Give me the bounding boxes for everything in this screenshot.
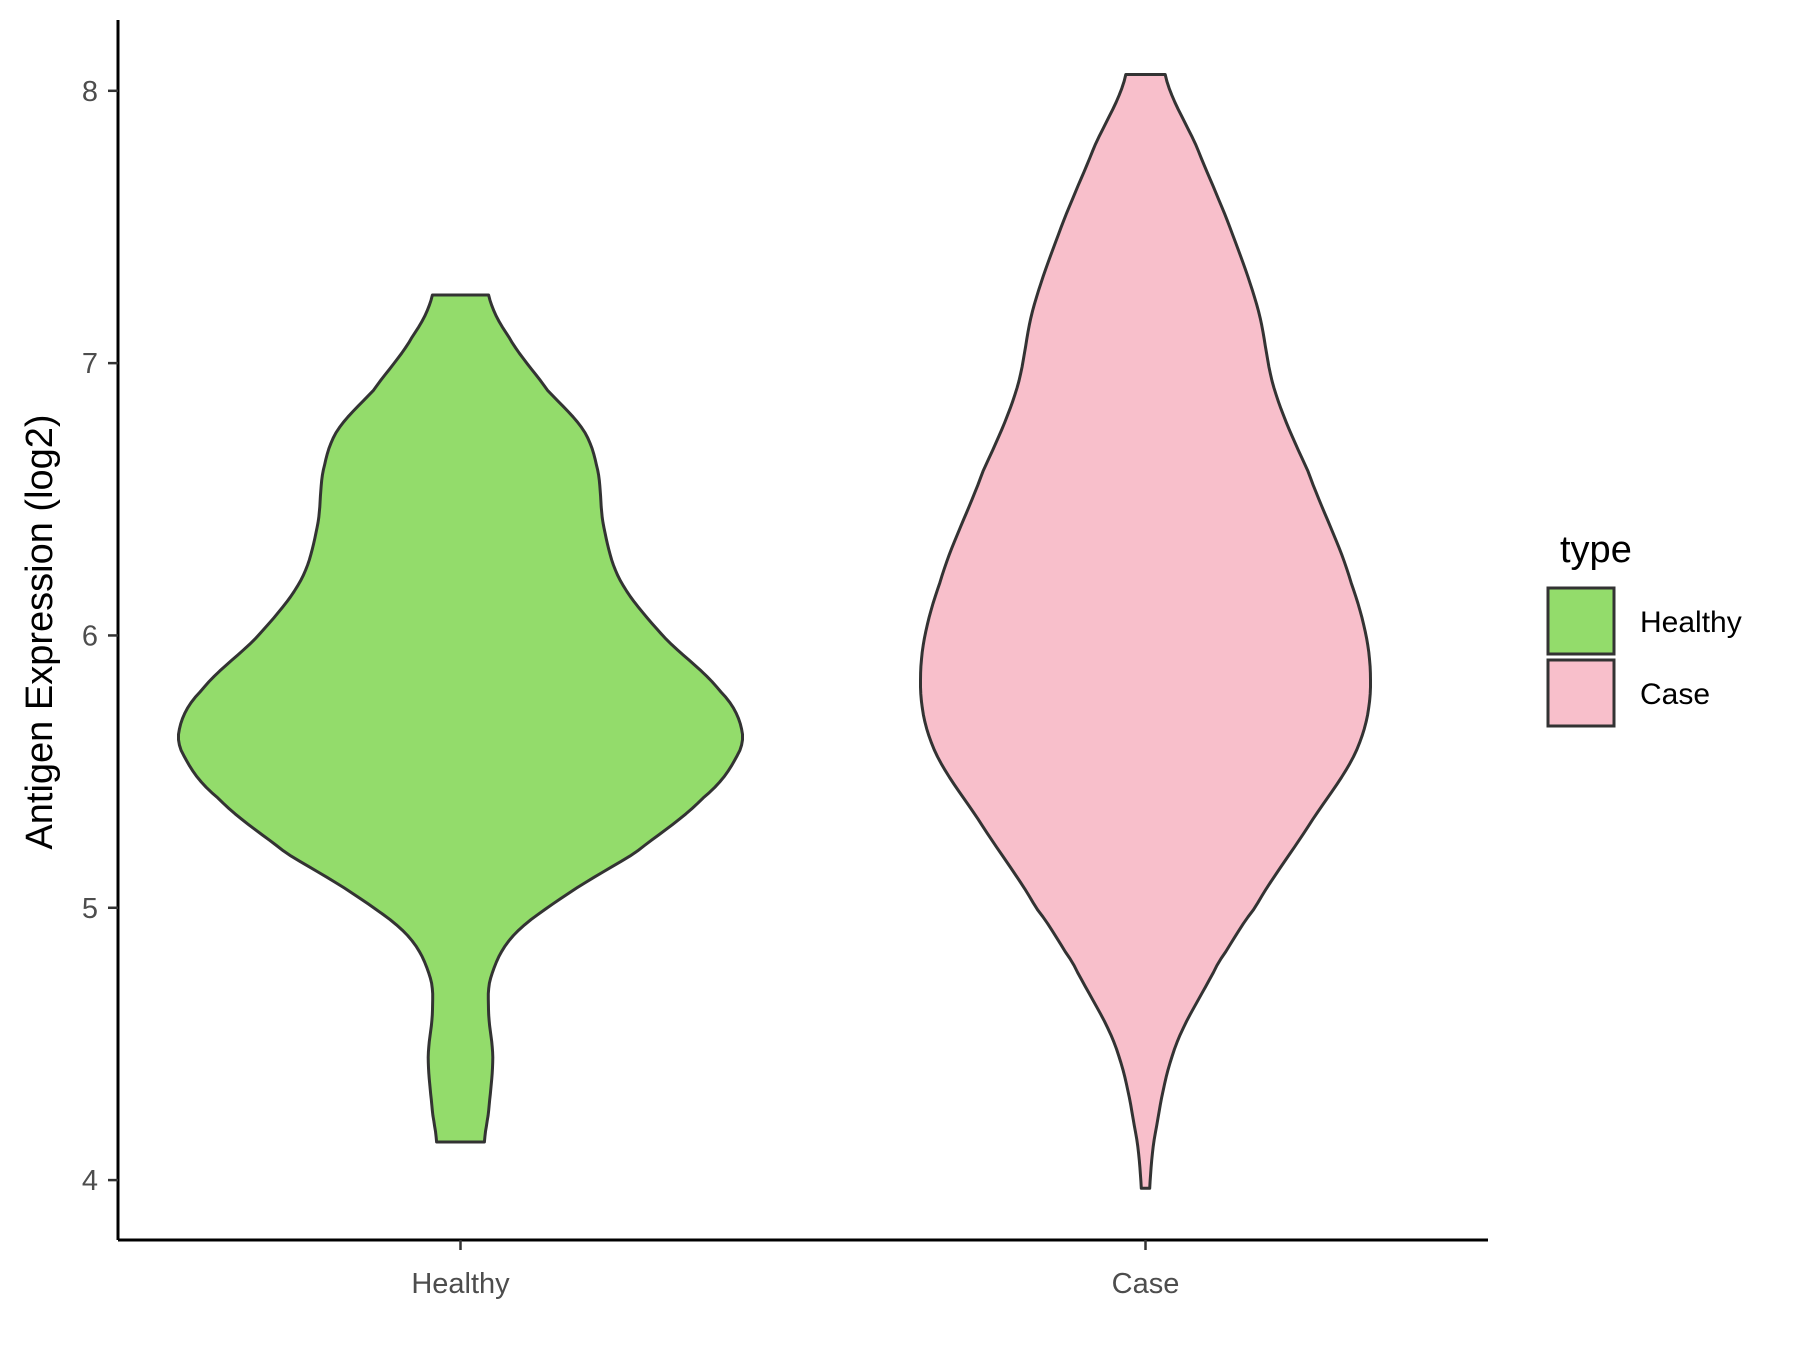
legend-label: Healthy <box>1640 606 1742 639</box>
legend-label: Case <box>1640 678 1710 711</box>
y-tick-label: 7 <box>82 348 98 380</box>
y-tick-label: 6 <box>82 620 98 652</box>
x-axis: Healthy Case <box>118 1238 1488 1300</box>
y-tick-label: 5 <box>82 893 98 925</box>
legend: type Healthy Case <box>1546 529 1742 728</box>
y-tick-label: 8 <box>82 76 98 108</box>
legend-key-case <box>1546 658 1616 728</box>
violin-group <box>177 73 1372 1190</box>
legend-key-healthy <box>1546 586 1616 656</box>
violin-healthy <box>177 293 744 1144</box>
legend-title: type <box>1560 529 1632 571</box>
x-tick-label: Case <box>1112 1268 1180 1300</box>
y-tick-label: 4 <box>82 1165 98 1197</box>
x-tick-label: Healthy <box>411 1268 510 1300</box>
y-axis-title: Antigen Expression (log2) <box>19 414 61 849</box>
violin-case <box>919 73 1372 1190</box>
y-axis: 4 5 6 7 8 <box>82 20 120 1240</box>
